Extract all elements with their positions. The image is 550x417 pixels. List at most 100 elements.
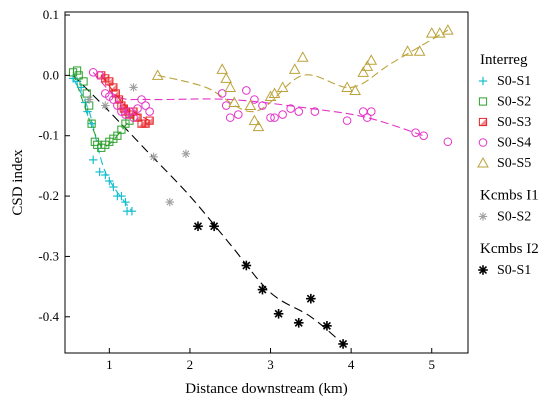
- y-tick-label: -0.2: [38, 188, 59, 203]
- data-point: [242, 86, 251, 95]
- x-tick-label: 5: [428, 357, 435, 372]
- data-point: [411, 128, 420, 138]
- legend-group-title: Kcmbs I2: [480, 241, 539, 257]
- y-tick-label: -0.4: [38, 309, 59, 324]
- data-point: [95, 71, 104, 80]
- legend-group-title: Kcmbs I1: [480, 188, 539, 204]
- data-point: [252, 120, 265, 132]
- data-point: [129, 83, 138, 92]
- data-point: [113, 101, 122, 110]
- data-point: [413, 45, 426, 56]
- data-point: [217, 89, 227, 98]
- legend-marker-interreg-s0-s5: [477, 156, 489, 168]
- x-tick-label: 1: [106, 357, 113, 372]
- x-tick-label: 3: [267, 357, 274, 372]
- series-kcmbs-i2-s0-s1: [193, 221, 348, 349]
- data-point: [141, 101, 150, 110]
- legend-marker-interreg-s0-s4: [478, 138, 488, 147]
- data-point: [228, 96, 241, 108]
- legend-marker-kcmbs-i2-s0-s1: [478, 265, 488, 275]
- series-interreg-s0-s4: [88, 68, 453, 147]
- data-point: [105, 176, 114, 186]
- data-point: [257, 284, 268, 295]
- data-point: [125, 107, 134, 116]
- data-point: [294, 107, 304, 116]
- plot-area: 1 2 3 4 5 0.1 0.0 -0.1 -0.2 -0.3 -0.4: [38, 7, 469, 372]
- trend-line-kcmbs-i2-s0-s1: [72, 74, 344, 345]
- trend-line-interreg-s0-s2: [72, 72, 130, 148]
- data-point: [273, 308, 284, 319]
- x-tick-label: 2: [187, 357, 194, 372]
- plot-frame: [64, 11, 469, 354]
- data-point: [296, 51, 309, 62]
- data-point: [121, 197, 130, 207]
- data-point: [220, 72, 233, 83]
- data-point: [443, 137, 453, 147]
- data-point: [357, 66, 370, 77]
- data-point: [349, 84, 362, 95]
- data-point: [72, 66, 82, 75]
- data-point: [288, 63, 301, 74]
- y-tick-label: 0.1: [43, 7, 59, 22]
- data-point: [79, 77, 88, 86]
- data-point: [286, 104, 295, 113]
- data-point: [109, 83, 118, 92]
- legend-label-kcmbs-i2-s0-s1: S0-S1: [497, 263, 531, 278]
- data-point: [365, 54, 378, 65]
- data-point: [268, 87, 281, 98]
- data-point: [433, 27, 446, 38]
- legend-group-title: Interreg: [480, 52, 528, 68]
- data-point: [165, 197, 174, 207]
- legend-marker-interreg-s0-s1: [478, 76, 488, 86]
- data-point: [361, 60, 374, 71]
- data-point: [109, 182, 118, 192]
- data-point: [193, 221, 203, 232]
- data-point: [419, 131, 428, 141]
- data-point: [137, 95, 146, 104]
- legend-label-interreg-s0-s1: S0-S1: [497, 74, 531, 89]
- data-point: [266, 113, 275, 122]
- series-interreg-s0-s1: [68, 74, 137, 216]
- data-point: [74, 71, 83, 80]
- data-points: [68, 24, 454, 349]
- data-point: [250, 95, 259, 104]
- data-point: [233, 110, 243, 119]
- data-point: [338, 339, 348, 349]
- data-point: [87, 119, 96, 128]
- data-point: [90, 137, 99, 146]
- data-point: [278, 110, 287, 119]
- data-point: [293, 318, 304, 328]
- data-point: [151, 69, 164, 80]
- data-point: [133, 104, 142, 113]
- data-point: [310, 107, 320, 116]
- data-point: [76, 83, 86, 92]
- legend-label-interreg-s0-s4: S0-S4: [497, 136, 531, 151]
- data-point: [362, 113, 372, 122]
- legend-marker-kcmbs-i1-s0-s2: [478, 212, 488, 221]
- data-point: [322, 321, 332, 331]
- data-point: [129, 113, 138, 122]
- legend-label-interreg-s0-s3: S0-S3: [497, 115, 531, 130]
- data-point: [221, 101, 231, 110]
- data-point: [248, 114, 261, 126]
- y-tick-label: -0.1: [38, 128, 59, 143]
- legend-marker-interreg-s0-s3: [478, 117, 488, 127]
- data-point: [87, 119, 96, 128]
- y-tick-label: -0.3: [38, 248, 59, 263]
- data-point: [127, 206, 137, 216]
- data-point: [89, 155, 98, 165]
- data-point: [224, 81, 237, 92]
- data-point: [442, 24, 454, 35]
- axis-ticks: 1 2 3 4 5 0.1 0.0 -0.1 -0.2 -0.3 -0.4: [38, 7, 435, 372]
- y-tick-label: 0.0: [43, 67, 59, 82]
- trend-line-interreg-s0-s4: [92, 71, 424, 137]
- data-point: [401, 45, 414, 56]
- trend-line-interreg-s0-s5: [157, 29, 449, 113]
- series-interreg-s0-s2: [68, 66, 134, 152]
- data-point: [117, 191, 126, 201]
- data-point: [276, 81, 289, 92]
- data-point: [216, 63, 229, 74]
- data-point: [244, 99, 257, 111]
- data-point: [264, 90, 277, 101]
